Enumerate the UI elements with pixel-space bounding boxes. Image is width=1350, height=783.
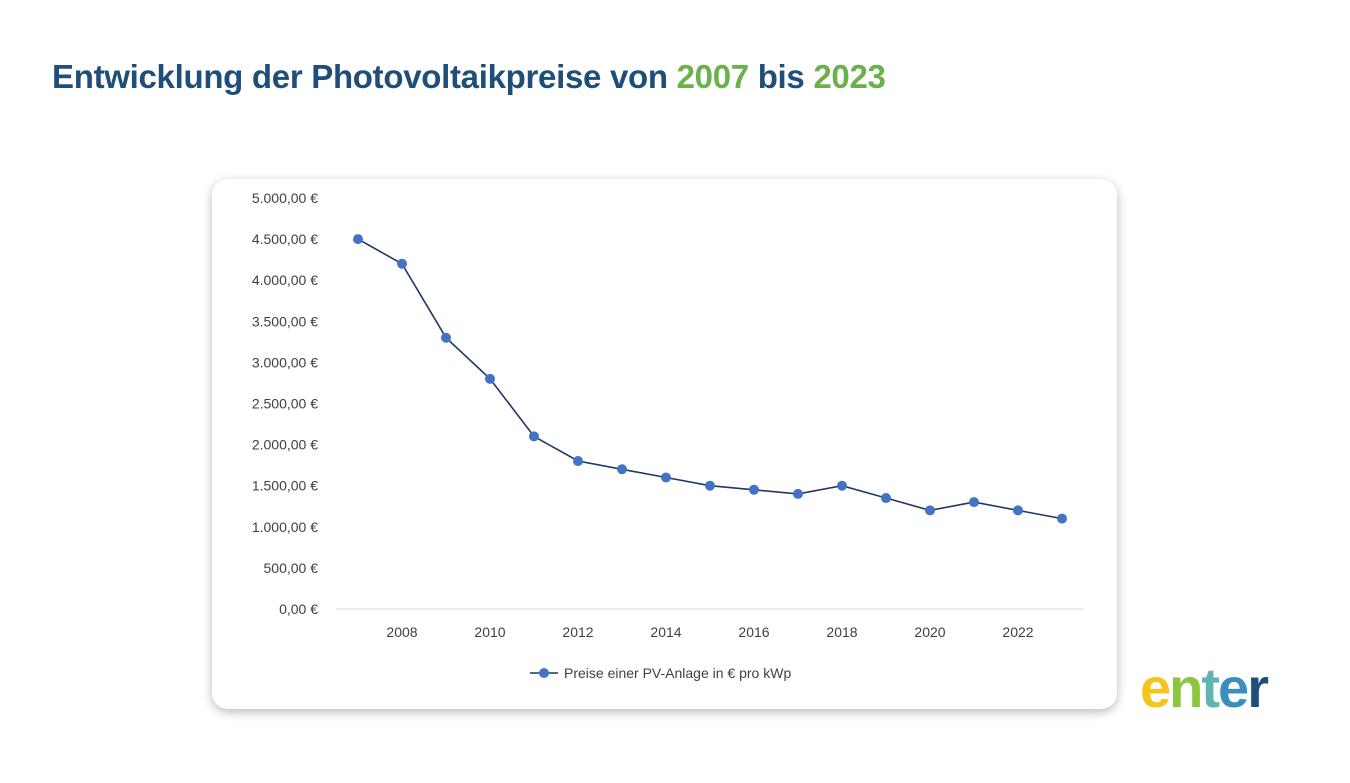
enter-logo: enter (1140, 656, 1269, 719)
x-tick-label: 2022 (1002, 624, 1033, 640)
data-point (353, 234, 363, 245)
logo-letter: r (1247, 656, 1269, 719)
x-tick-label: 2020 (914, 624, 945, 640)
title-year-end: 2023 (813, 58, 886, 95)
x-tick-label: 2016 (738, 624, 769, 640)
data-point (573, 456, 583, 467)
title-bis: bis (757, 58, 805, 95)
x-tick-label: 2008 (386, 624, 417, 640)
series-line (357, 238, 1063, 520)
chart-card: 0,00 € 500,00 € 1.000,00 € 1.500,00 € 2.000,… (212, 179, 1117, 709)
x-tick-label: 2018 (826, 624, 857, 640)
y-tick-label: 2.500,00 € (252, 396, 318, 412)
page-title: Entwicklung der Photovoltaikpreise von 2… (52, 58, 886, 96)
y-tick-label: 500,00 € (264, 560, 319, 576)
title-text: Entwicklung der Photovoltaikpreise von (52, 58, 668, 95)
data-point (1013, 505, 1023, 516)
y-tick-label: 0,00 € (279, 601, 318, 617)
logo-letter: n (1169, 656, 1203, 719)
y-tick-label: 1.000,00 € (252, 519, 318, 535)
y-tick-label: 3.500,00 € (252, 313, 318, 329)
data-point (881, 493, 891, 504)
y-tick-label: 4.000,00 € (252, 272, 318, 288)
legend-label: Preise einer PV-Anlage in € pro kWp (564, 665, 791, 681)
data-point (441, 332, 451, 343)
x-tick-label: 2012 (562, 624, 593, 640)
title-year-start: 2007 (676, 58, 750, 95)
data-point (749, 484, 759, 495)
data-point (705, 480, 715, 491)
price-line-chart: 0,00 € 500,00 € 1.000,00 € 1.500,00 € 2.000,… (252, 190, 1084, 681)
y-tick-label: 3.000,00 € (252, 354, 318, 370)
logo-letter: e (1218, 656, 1249, 719)
data-point (969, 497, 979, 508)
y-tick-label: 5.000,00 € (252, 190, 318, 206)
y-tick-label: 2.000,00 € (252, 437, 318, 453)
data-point (1057, 513, 1067, 524)
legend-marker (539, 668, 549, 678)
y-tick-label: 4.500,00 € (252, 231, 318, 247)
data-point (617, 464, 627, 475)
data-point (925, 505, 935, 516)
x-tick-label: 2010 (474, 624, 505, 640)
data-point (837, 480, 847, 491)
data-point (485, 373, 495, 384)
y-tick-label: 1.500,00 € (252, 478, 318, 494)
data-point (397, 258, 407, 269)
logo-letter: t (1201, 656, 1220, 719)
data-point (529, 431, 539, 442)
data-point (661, 472, 671, 483)
logo-letter: e (1140, 656, 1171, 719)
x-tick-label: 2014 (650, 624, 681, 640)
data-point (793, 488, 803, 499)
